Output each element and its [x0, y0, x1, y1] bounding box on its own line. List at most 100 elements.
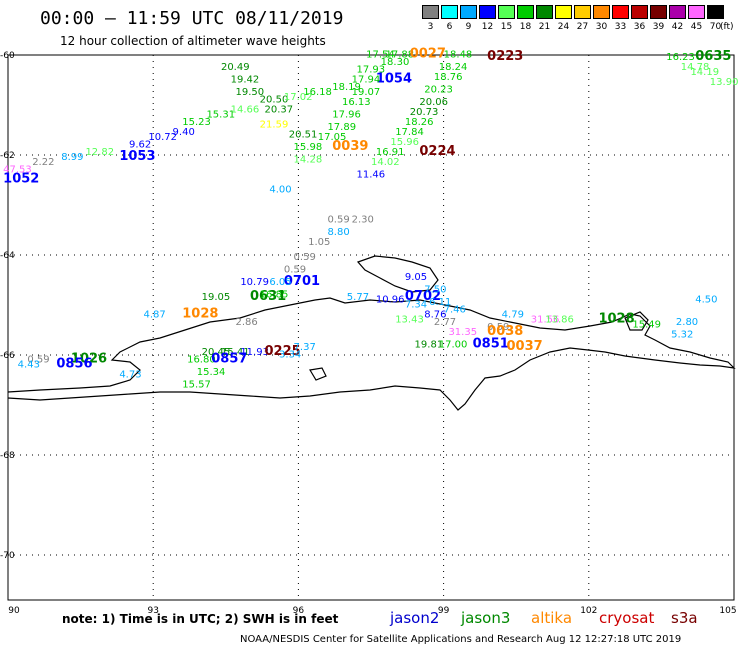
legend-swatch-label: 45: [690, 22, 703, 32]
x-tick-label: 93: [147, 606, 158, 616]
legend-swatch-label: 27: [576, 22, 589, 32]
legend-swatch: [536, 5, 553, 19]
legend-swatch: [441, 5, 458, 19]
wave-height-value: 21.59: [260, 120, 289, 131]
map-frame: [7, 54, 735, 601]
wave-height-value: 18.48: [444, 50, 473, 61]
wave-height-value: 20.06: [419, 97, 448, 108]
wave-height-value: 16.85: [260, 290, 289, 301]
legend-swatch: [517, 5, 534, 19]
pass-time-label: 0851: [473, 337, 509, 352]
wave-height-value: 15.57: [182, 380, 211, 391]
legend-swatch-label: 42: [671, 22, 684, 32]
wave-height-value: 20.73: [410, 107, 439, 118]
island-southwest: [309, 367, 327, 381]
wave-height-value: 13.90: [710, 77, 739, 88]
wave-height-value: 14.02: [371, 157, 400, 168]
legend-swatch-label: 18: [519, 22, 532, 32]
wave-height-value: 6.11: [429, 297, 451, 308]
y-tick-label: -70: [0, 551, 15, 561]
wave-height-value: 18.30: [381, 57, 410, 68]
wave-height-value: 17.88: [386, 50, 415, 61]
wave-height-value: 10.96: [376, 295, 405, 306]
legend-swatch-label: 6: [446, 22, 453, 32]
wave-height-value: 20.49: [221, 62, 250, 73]
wave-height-value: 8.76: [424, 310, 446, 321]
wave-height-value: 14.28: [294, 155, 323, 166]
satellite-name: altika: [531, 609, 573, 627]
wave-height-value: 13.43: [395, 315, 424, 326]
wave-height-value: 14.78: [681, 62, 710, 73]
wave-height-value: 31.56: [531, 315, 560, 326]
pass-time-label: 0223: [487, 49, 523, 64]
wave-height-value: 19.81: [415, 340, 444, 351]
wave-height-value: 47.53: [3, 165, 32, 176]
y-tick-label: -68: [0, 451, 15, 461]
legend-swatch-label: 21: [538, 22, 551, 32]
pass-time-label: 0857: [211, 352, 247, 367]
legend-swatch: [593, 5, 610, 19]
wave-height-value: 1.05: [308, 237, 330, 248]
wave-height-value: 13.86: [545, 315, 574, 326]
wave-height-value: 11.46: [356, 170, 385, 181]
pass-time-label: 1028: [182, 307, 218, 322]
wave-height-value: 5.77: [347, 292, 369, 303]
wave-height-value: 16.91: [376, 147, 405, 158]
legend-swatch-label: 36: [633, 22, 646, 32]
legend-unit: (ft): [720, 22, 734, 32]
wave-height-value: 18.19: [332, 82, 361, 93]
wave-height-value: 17.05: [318, 132, 347, 143]
wave-height-value: 17.84: [395, 127, 424, 138]
wave-height-value: 12.82: [85, 147, 114, 158]
island-north: [356, 255, 439, 293]
pass-time-label: 0856: [56, 357, 92, 372]
legend-swatch: [631, 5, 648, 19]
legend-swatch: [460, 5, 477, 19]
wave-height-value: 19.42: [231, 75, 260, 86]
legend-swatch-label: 12: [481, 22, 494, 32]
y-tick-label: -66: [0, 351, 15, 361]
x-tick-label: 96: [293, 606, 305, 616]
wave-height-value: 7.37: [294, 342, 316, 353]
wave-height-value: 8.99: [61, 152, 83, 163]
legend-swatch: [707, 5, 724, 19]
x-tick-label: 105: [719, 606, 736, 616]
y-tick-label: -62: [0, 151, 15, 161]
satellite-name: jason2: [390, 609, 440, 627]
wave-height-value: 20.23: [424, 85, 453, 96]
wave-height-value: 17.54: [366, 50, 395, 61]
pass-time-label: 0224: [419, 144, 455, 159]
legend-swatch: [479, 5, 496, 19]
wave-height-value: 15.23: [182, 117, 211, 128]
wave-height-value: 14.66: [231, 105, 260, 116]
wave-height-value: 4.50: [695, 295, 717, 306]
lat-lon-grid: 90 93 96 99 102 105 -60 -62 -64 -66 -68 -70: [0, 51, 737, 616]
pass-time-label: 0631: [250, 289, 286, 304]
x-tick-label: 102: [580, 606, 597, 616]
pass-time-label: 0027: [410, 47, 446, 62]
legend-swatch: [650, 5, 667, 19]
wave-height-value: 0.59: [27, 355, 49, 366]
pass-time-label: 1054: [376, 72, 412, 87]
wave-height-value: 17.96: [332, 110, 361, 121]
legend-swatch-label: 15: [500, 22, 513, 32]
wave-height-value: 8.80: [327, 227, 349, 238]
pass-time-label: 0039: [332, 139, 368, 154]
pass-time-label: 1026: [71, 352, 107, 367]
wave-height-value: 7.46: [444, 305, 466, 316]
pass-time-label: 0702: [405, 289, 441, 304]
wave-height-value: 20.45: [202, 347, 231, 358]
wave-height-value: 0.59: [284, 265, 306, 276]
pass-time-label: 0635: [695, 49, 731, 64]
wave-height-value: 16.18: [303, 87, 332, 98]
satellite-name: s3a: [671, 609, 698, 627]
wave-height-value: 9.40: [173, 127, 195, 138]
wave-height-value: 16.13: [342, 97, 371, 108]
pass-time-label: 0038: [487, 324, 523, 339]
wave-height-value: 4.73: [119, 370, 141, 381]
wave-height-value: 18.76: [434, 72, 463, 83]
pass-time-label: 1053: [119, 149, 155, 164]
wave-height-value: 2.80: [676, 317, 698, 328]
wave-height-value: 9.62: [129, 140, 151, 151]
